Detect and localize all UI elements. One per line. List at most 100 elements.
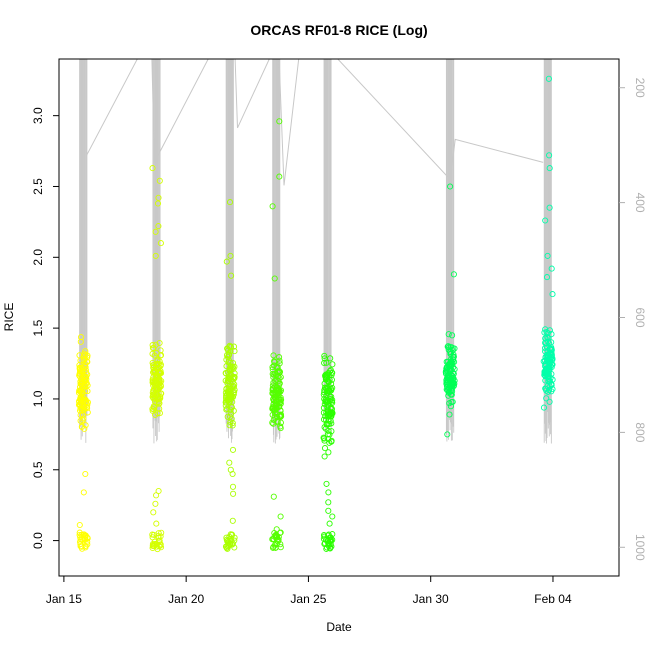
x-tick-label: Jan 30 — [413, 592, 449, 606]
y-tick-label: 1.5 — [31, 319, 45, 336]
data-point — [155, 534, 162, 541]
data-point — [81, 425, 88, 432]
data-point — [443, 380, 450, 387]
data-point — [277, 412, 284, 419]
data-point — [226, 343, 233, 350]
axes-layer: 0.0 0.5 1.0 1.5 2.0 2.5 3.0 Jan 15 Jan 20 Jan 25 J… — [31, 78, 647, 606]
data-point — [275, 367, 282, 374]
data-point — [327, 355, 334, 362]
data-point — [224, 537, 231, 544]
data-point — [225, 376, 232, 383]
y-tick-label: 2.0 — [31, 249, 45, 266]
data-point — [321, 387, 328, 394]
data-point — [75, 389, 83, 396]
data-point — [445, 373, 452, 380]
y-axis-label: RICE — [2, 303, 16, 332]
data-points-layer — [75, 75, 556, 553]
x-tick-label: Jan 15 — [46, 592, 82, 606]
data-point — [329, 399, 336, 406]
data-point — [225, 398, 233, 405]
data-point — [540, 404, 548, 411]
data-point — [327, 537, 334, 544]
data-point — [444, 431, 451, 438]
data-point — [269, 404, 276, 411]
data-point — [230, 343, 238, 350]
data-point — [154, 391, 161, 398]
data-point — [329, 361, 336, 368]
data-point — [155, 360, 162, 367]
data-point — [449, 384, 456, 391]
data-point — [276, 380, 283, 388]
data-point — [229, 517, 236, 524]
data-point — [321, 540, 328, 548]
data-point — [275, 386, 282, 393]
data-point — [448, 378, 455, 385]
data-point — [545, 75, 552, 82]
data-point — [155, 530, 162, 537]
data-point — [153, 361, 160, 368]
data-point — [544, 252, 551, 259]
data-point — [222, 402, 229, 409]
data-point — [156, 339, 163, 347]
data-point — [450, 271, 457, 278]
right-tick-label: 1000 — [633, 534, 647, 561]
data-point — [542, 377, 549, 384]
data-point — [84, 541, 91, 548]
right-tick-label: 600 — [633, 307, 647, 327]
data-point — [541, 329, 548, 336]
data-point — [543, 274, 551, 281]
data-point — [273, 397, 280, 404]
data-point — [77, 388, 84, 395]
data-point — [222, 394, 230, 401]
data-point — [269, 419, 276, 426]
data-point — [157, 362, 164, 369]
data-point — [320, 404, 327, 411]
data-point — [223, 405, 231, 412]
data-point — [546, 366, 553, 373]
data-point — [228, 272, 235, 279]
data-point — [152, 252, 159, 259]
data-point — [223, 385, 230, 392]
data-point — [76, 384, 84, 391]
data-point — [229, 483, 237, 490]
data-point — [80, 489, 87, 496]
data-point — [277, 398, 284, 406]
data-point — [449, 381, 456, 389]
data-point — [271, 358, 278, 365]
y-tick-label: 0.5 — [31, 461, 45, 478]
data-point — [446, 400, 453, 407]
data-point — [82, 422, 89, 429]
data-point — [226, 396, 233, 403]
data-point — [151, 398, 159, 405]
data-point — [151, 368, 158, 375]
data-point — [549, 386, 556, 393]
data-point — [276, 354, 283, 361]
data-point — [277, 425, 284, 432]
data-point — [543, 340, 550, 347]
data-point — [548, 354, 555, 361]
data-point — [324, 388, 331, 395]
data-point — [154, 357, 161, 364]
data-point — [270, 493, 277, 500]
data-point — [153, 520, 160, 527]
data-point — [271, 275, 278, 282]
data-point — [227, 537, 234, 544]
data-point — [82, 364, 89, 371]
data-point — [78, 543, 85, 550]
data-point — [321, 435, 328, 442]
x-tick-label: Feb 04 — [534, 592, 572, 606]
data-point — [155, 223, 162, 230]
data-point — [321, 352, 328, 359]
data-point — [81, 404, 88, 411]
data-point — [276, 173, 283, 180]
data-point — [77, 338, 84, 345]
data-point — [546, 204, 553, 211]
data-point — [323, 385, 330, 392]
data-point — [447, 350, 455, 357]
data-point — [546, 398, 553, 405]
data-point — [543, 329, 550, 336]
data-point — [77, 370, 84, 377]
data-point — [322, 540, 329, 547]
data-point — [544, 347, 551, 354]
data-point — [273, 376, 280, 383]
